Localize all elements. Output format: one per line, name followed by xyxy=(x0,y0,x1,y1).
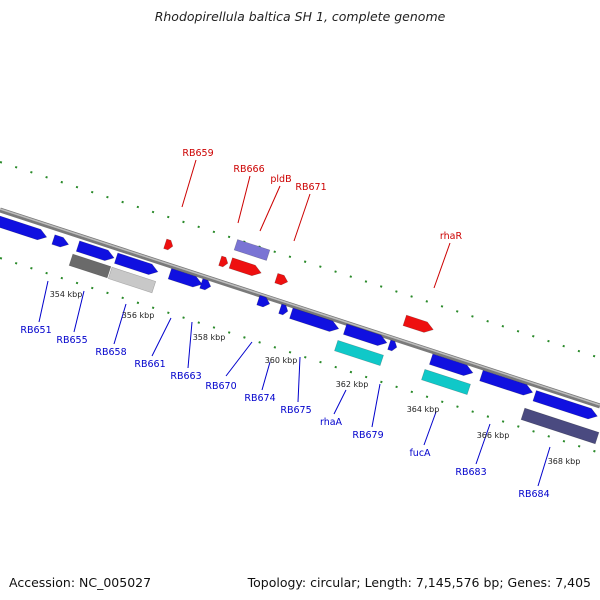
reverse-gene-label: RB663 xyxy=(170,371,201,382)
reverse-gene-label: RB679 xyxy=(352,430,383,441)
callout-line xyxy=(151,317,172,357)
gene-arrow xyxy=(163,238,174,251)
reverse-gene-label: RB675 xyxy=(280,405,311,416)
reverse-gene-label: RB684 xyxy=(518,489,549,500)
gene-arrow xyxy=(520,407,600,445)
reverse-gene-label: rhaA xyxy=(320,417,343,428)
gene-arrow xyxy=(233,239,271,261)
forward-gene-label: RB671 xyxy=(295,182,326,193)
gene-arrow xyxy=(289,307,340,332)
gene-arrow xyxy=(256,295,271,308)
gene-arrow xyxy=(387,339,398,352)
callout-line xyxy=(293,193,311,242)
topology-text: Topology: circular; Length: 7,145,576 bp… xyxy=(247,575,591,590)
reverse-gene-label: RB651 xyxy=(20,325,51,336)
scale-label: 362 kbp xyxy=(336,380,369,389)
callout-line xyxy=(537,446,551,487)
callout-line xyxy=(475,423,491,465)
gene-arrow xyxy=(479,370,534,396)
callout-line xyxy=(259,185,281,232)
callout-line xyxy=(225,341,253,377)
scale-label: 364 kbp xyxy=(407,405,440,414)
gene-arrow xyxy=(51,234,70,248)
callout-line xyxy=(187,321,193,369)
gene-arrow xyxy=(532,390,598,420)
gene-arrow xyxy=(167,268,203,288)
scale-label: 360 kbp xyxy=(265,356,298,365)
reverse-gene-label: RB655 xyxy=(56,335,87,346)
gene-arrow xyxy=(274,273,289,286)
inner-tick-rail xyxy=(0,257,600,454)
gene-arrow xyxy=(68,253,112,279)
callout-line xyxy=(181,159,197,208)
callout-line xyxy=(371,383,381,428)
gene-arrow xyxy=(402,314,434,333)
accession-text: Accession: NC_005027 xyxy=(9,575,152,590)
gene-arrow xyxy=(218,255,229,268)
reverse-gene-label: RB658 xyxy=(95,347,126,358)
gene-arrow xyxy=(107,266,157,294)
scale-label: 368 kbp xyxy=(548,457,581,466)
backbone xyxy=(0,207,600,409)
gene-arrow xyxy=(228,257,262,277)
gene-arrow xyxy=(429,353,474,376)
forward-gene-label: rhaR xyxy=(440,231,463,242)
gene-arrow xyxy=(75,240,115,261)
callout-line xyxy=(38,280,49,323)
gene-arrow xyxy=(114,252,159,275)
callout-line xyxy=(261,361,271,391)
scale-label: 354 kbp xyxy=(50,290,83,299)
reverse-gene-label: RB670 xyxy=(205,381,236,392)
gene-arrow xyxy=(0,215,48,241)
callout-line xyxy=(237,175,251,224)
reverse-gene-label: RB661 xyxy=(134,359,165,370)
gene-arrow xyxy=(334,339,384,367)
callout-line xyxy=(73,290,85,333)
callout-line xyxy=(333,389,347,415)
gene-arrow xyxy=(278,303,289,316)
callout-line xyxy=(297,356,301,403)
map-title: Rhodopirellula baltica SH 1, complete ge… xyxy=(154,9,446,24)
forward-gene-label: pldB xyxy=(270,174,291,185)
scale-label: 366 kbp xyxy=(477,431,510,440)
gene-arrow xyxy=(343,323,388,346)
forward-gene-label: RB659 xyxy=(182,148,213,159)
scale-label: 358 kbp xyxy=(193,333,226,342)
reverse-gene-label: RB674 xyxy=(244,393,275,404)
forward-gene-label: RB666 xyxy=(233,164,264,175)
reverse-gene-label: fucA xyxy=(409,448,431,459)
scale-label: 356 kbp xyxy=(122,311,155,320)
reverse-gene-label: RB683 xyxy=(455,467,486,478)
gene-arrow xyxy=(199,278,212,291)
callout-line xyxy=(423,411,437,446)
backbone-highlight xyxy=(0,208,600,406)
gene-arrow xyxy=(421,368,471,396)
callout-line xyxy=(433,242,451,289)
callout-line xyxy=(113,303,127,345)
